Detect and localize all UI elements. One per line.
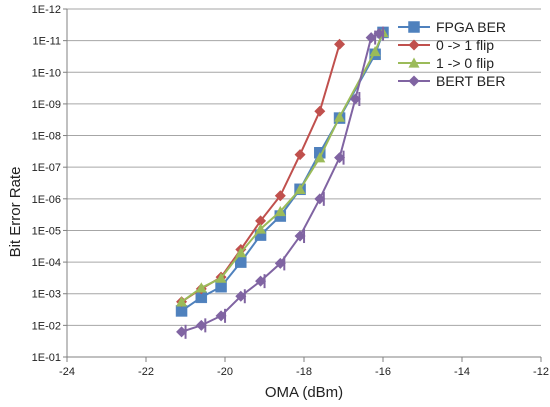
x-tick-label: -22 <box>138 366 154 378</box>
y-tick-label: 1E-05 <box>32 225 61 237</box>
legend-entry: 1 -> 0 flip <box>398 55 494 71</box>
data-point <box>349 93 361 105</box>
y-tick-label: 1E-02 <box>32 320 61 332</box>
data-point <box>294 149 306 161</box>
data-point <box>176 326 188 338</box>
data-point <box>369 45 381 57</box>
data-point <box>215 280 227 293</box>
x-tick-label: -18 <box>296 366 312 378</box>
legend-label: 1 -> 0 flip <box>436 55 494 71</box>
legend-entry: BERT BER <box>398 73 506 89</box>
axes <box>63 8 542 362</box>
legend-marker <box>408 39 420 51</box>
legend-entry: 0 -> 1 flip <box>398 37 494 53</box>
series-layer <box>175 26 389 339</box>
series-0-1-flip <box>176 38 346 308</box>
legend-entry: FPGA BER <box>398 19 506 35</box>
legend-marker <box>408 75 420 87</box>
data-point <box>274 257 286 269</box>
series-bert-ber <box>176 26 385 339</box>
data-point <box>235 247 247 258</box>
legend: FPGA BER 0 -> 1 flip 1 -> 0 flip BERT BER <box>398 19 506 89</box>
data-point <box>215 310 227 322</box>
data-point <box>215 272 227 283</box>
y-tick-label: 1E-10 <box>32 67 61 79</box>
y-tick-label: 1E-06 <box>32 194 61 206</box>
series-line <box>181 32 380 333</box>
data-point <box>294 230 306 242</box>
data-point <box>255 223 267 234</box>
data-point <box>255 275 267 287</box>
data-point <box>294 183 306 194</box>
y-tick-label: 1E-03 <box>32 289 61 301</box>
data-point <box>255 215 267 227</box>
series-1-0-flip <box>176 26 389 307</box>
data-point <box>314 193 326 205</box>
series-line <box>180 32 384 312</box>
data-point <box>274 190 286 202</box>
x-axis-title: OMA (dBm) <box>265 384 343 401</box>
series-line <box>181 43 341 303</box>
legend-marker <box>408 21 420 33</box>
y-tick-label: 1E-08 <box>32 131 61 143</box>
data-point <box>195 282 207 293</box>
y-tick-label: 1E-11 <box>32 36 61 48</box>
data-point <box>334 111 346 122</box>
data-point <box>365 32 377 44</box>
data-point <box>314 152 326 163</box>
series-fpga-ber <box>175 26 389 317</box>
x-tick-label: -12 <box>533 366 549 378</box>
y-tick-label: 1E-09 <box>32 99 61 111</box>
y-tick-label: 1E-01 <box>32 352 61 364</box>
legend-label: BERT BER <box>436 73 506 89</box>
x-tick-label: -16 <box>375 366 391 378</box>
y-tick-label: 1E-07 <box>32 162 61 174</box>
x-tick-labels: -24 -22 -20 -18 -16 -14 -12 <box>59 366 549 378</box>
data-point <box>195 319 207 331</box>
data-point <box>334 152 346 164</box>
data-point <box>176 296 188 307</box>
legend-label: 0 -> 1 flip <box>436 37 494 53</box>
data-point <box>334 38 346 50</box>
x-tick-label: -14 <box>454 366 470 378</box>
y-axis-title: Bit Error Rate <box>7 167 24 258</box>
data-point <box>274 205 286 217</box>
data-point <box>373 28 385 40</box>
data-point <box>235 290 247 302</box>
legend-label: FPGA BER <box>436 19 506 35</box>
data-point <box>314 105 326 117</box>
legend-marker <box>408 57 420 68</box>
x-tick-label: -20 <box>217 366 233 378</box>
y-tick-label: 1E-04 <box>32 257 61 269</box>
x-tick-label: -24 <box>59 366 75 378</box>
y-tick-labels: 1E-01 1E-02 1E-03 1E-04 1E-05 1E-06 1E-07 1E-08… <box>32 4 61 364</box>
y-tick-label: 1E-12 <box>32 4 61 16</box>
